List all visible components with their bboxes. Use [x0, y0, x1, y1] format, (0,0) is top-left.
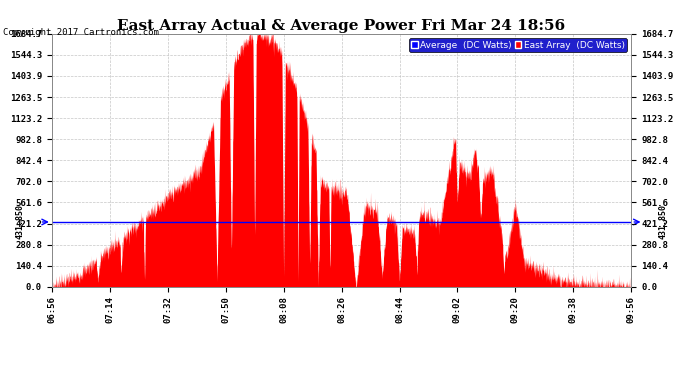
Text: 431.850: 431.850 [15, 204, 24, 240]
Text: Copyright 2017 Cartronics.com: Copyright 2017 Cartronics.com [3, 28, 159, 37]
Title: East Array Actual & Average Power Fri Mar 24 18:56: East Array Actual & Average Power Fri Ma… [117, 19, 566, 33]
Legend: Average  (DC Watts), East Array  (DC Watts): Average (DC Watts), East Array (DC Watts… [409, 38, 627, 52]
Text: 431.850: 431.850 [659, 204, 668, 240]
